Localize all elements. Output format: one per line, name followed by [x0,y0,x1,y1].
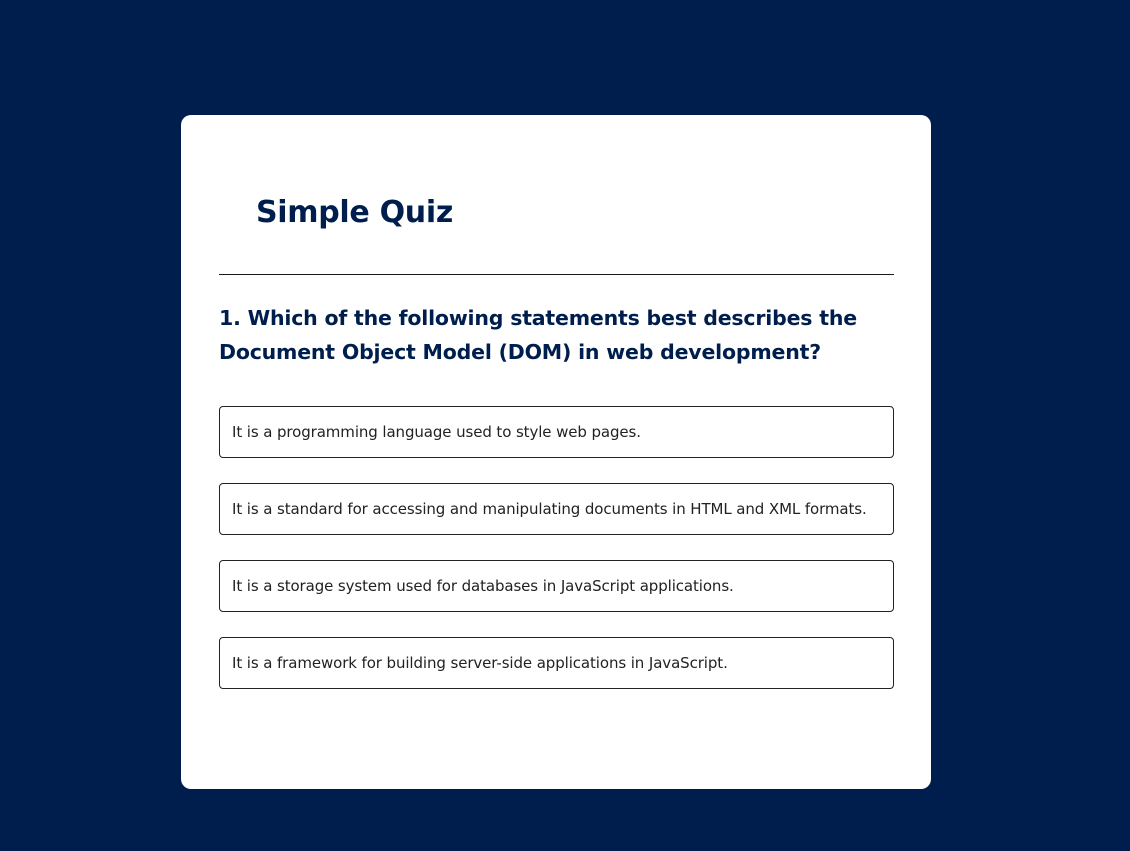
title-divider [219,274,894,275]
answer-list: It is a programming language used to sty… [219,406,894,714]
quiz-card: Simple Quiz 1. Which of the following st… [181,115,931,789]
question-text: 1. Which of the following statements bes… [219,306,857,364]
answer-button-3[interactable]: It is a storage system used for database… [219,560,894,612]
answer-button-1[interactable]: It is a programming language used to sty… [219,406,894,458]
answer-button-2[interactable]: It is a standard for accessing and manip… [219,483,894,535]
quiz-title: Simple Quiz [256,195,454,230]
answer-button-4[interactable]: It is a framework for building server-si… [219,637,894,689]
